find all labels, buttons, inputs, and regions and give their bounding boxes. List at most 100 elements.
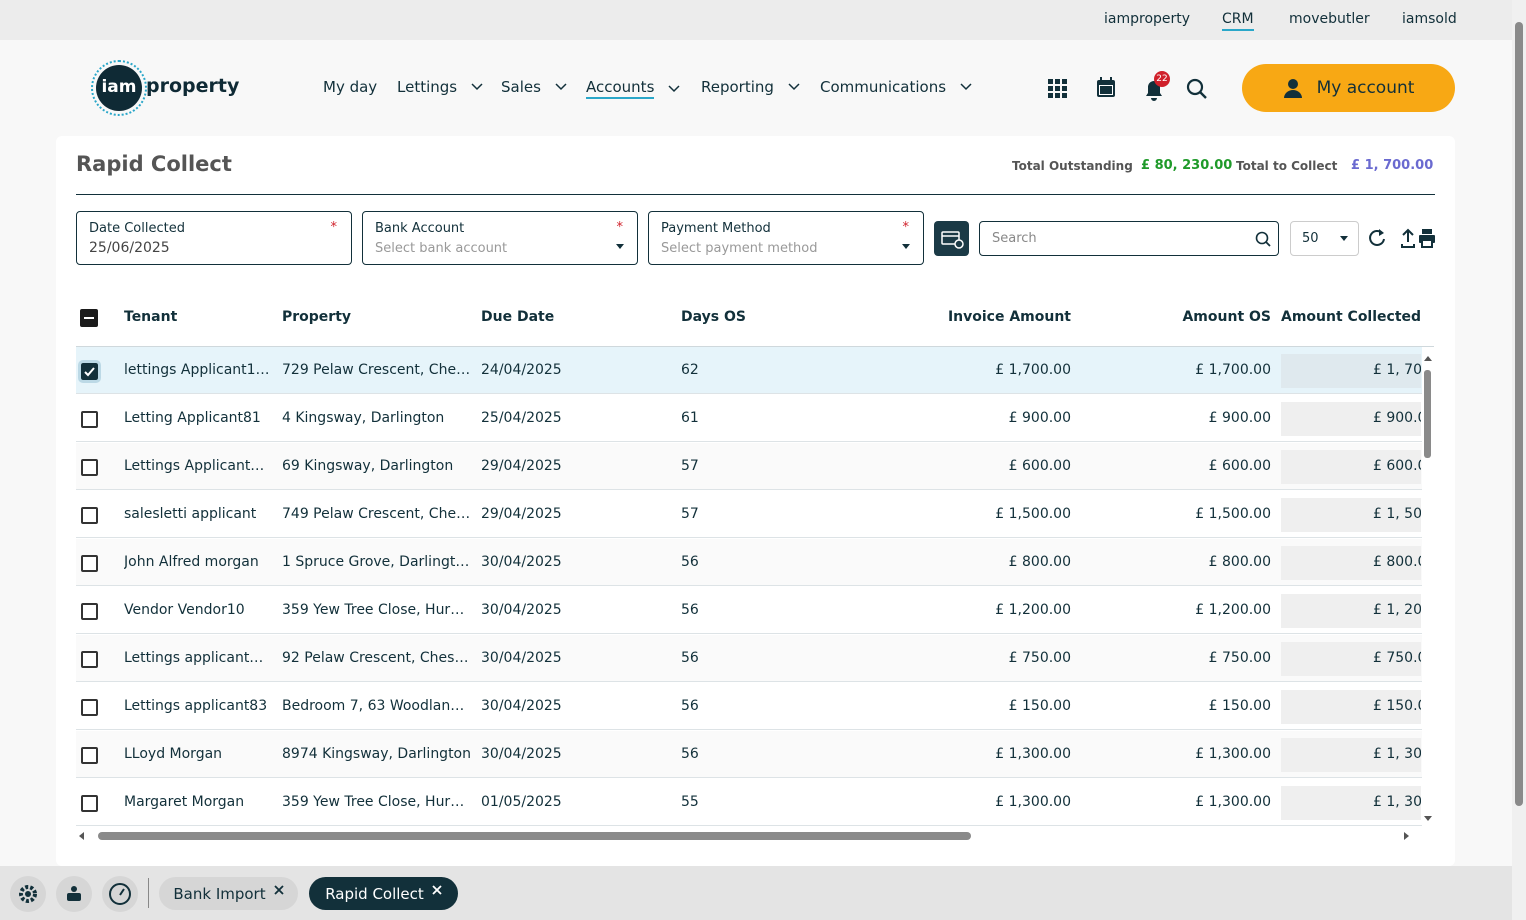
column-header[interactable]: Invoice Amount: [871, 309, 1071, 325]
tab[interactable]: Bank Import: [159, 877, 298, 910]
team-button[interactable]: [56, 876, 92, 912]
amount-input[interactable]: £ 750.00: [1281, 642, 1421, 676]
top-link[interactable]: CRM: [1222, 11, 1254, 31]
page-size-select[interactable]: 50: [1290, 221, 1359, 256]
cell-invoice-amount: £ 600.00: [871, 458, 1071, 474]
dashboard-icon: [102, 876, 138, 912]
tab-close[interactable]: [274, 885, 284, 895]
column-header[interactable]: Property: [282, 309, 472, 325]
top-bar: iamproperty CRM movebutler iamsold: [0, 0, 1512, 40]
row-checkbox[interactable]: [81, 747, 98, 764]
select-all-checkbox[interactable]: [80, 309, 98, 327]
cell-due-date: 30/04/2025: [481, 746, 661, 762]
row-checkbox[interactable]: [81, 555, 98, 572]
vertical-scrollbar[interactable]: [1422, 352, 1434, 826]
refresh-arrow: [1379, 229, 1384, 236]
cell-due-date: 29/04/2025: [481, 458, 661, 474]
column-header[interactable]: Days OS: [681, 309, 831, 325]
chevron: [555, 83, 567, 91]
column-header[interactable]: Tenant: [124, 309, 274, 325]
payment-button[interactable]: [934, 221, 969, 256]
calendar-icon[interactable]: [1097, 77, 1115, 97]
cell-property: Bedroom 7, 63 Woodlan…: [282, 698, 472, 714]
row-checkbox[interactable]: [81, 411, 98, 428]
page-scroll-thumb[interactable]: [1515, 22, 1523, 806]
filter-field[interactable]: Bank Account*Select bank account: [362, 211, 638, 265]
row-checkbox[interactable]: [81, 699, 98, 716]
row-checkbox[interactable]: [81, 603, 98, 620]
amount-input[interactable]: £ 1, 200.00: [1281, 594, 1421, 628]
row-checkbox[interactable]: [81, 363, 98, 380]
nav-item[interactable]: Accounts: [586, 78, 680, 99]
column-header[interactable]: Amount Collected: [1281, 309, 1421, 325]
apps-icon[interactable]: [1048, 79, 1067, 98]
row-checkbox[interactable]: [81, 651, 98, 668]
logo-mark[interactable]: iam: [96, 65, 142, 111]
export-icon[interactable]: [1402, 230, 1414, 247]
cell-due-date: 30/04/2025: [481, 602, 661, 618]
row-checkbox[interactable]: [81, 507, 98, 524]
top-link[interactable]: iamproperty: [1104, 11, 1190, 27]
page-title: Rapid Collect: [76, 152, 232, 176]
settings-button[interactable]: [10, 876, 46, 912]
cell-property: 1 Spruce Grove, Darlingt…: [282, 554, 472, 570]
filter-field[interactable]: Date Collected*25/06/2025: [76, 211, 352, 265]
row-checkbox[interactable]: [81, 459, 98, 476]
top-link[interactable]: movebutler: [1289, 11, 1370, 27]
h-scroll-track: [76, 828, 1434, 844]
nav-item[interactable]: Sales: [501, 78, 567, 96]
top-link[interactable]: iamsold: [1402, 11, 1457, 27]
page-scrollbar[interactable]: [1512, 0, 1526, 920]
filter-placeholder: Select payment method: [661, 241, 817, 256]
cell-property: 92 Pelaw Crescent, Ches…: [282, 650, 472, 666]
v-scroll-arrows: [1422, 352, 1434, 826]
divider: [76, 194, 1435, 195]
nav-item[interactable]: Reporting: [701, 78, 800, 96]
tab-close[interactable]: [432, 885, 442, 895]
total-to-collect: £ 1, 700.00: [1351, 158, 1433, 173]
cell-invoice-amount: £ 750.00: [871, 650, 1071, 666]
cell-property: 749 Pelaw Crescent, Che…: [282, 506, 472, 522]
chevron: [471, 83, 483, 91]
cell-amount-os: £ 1,300.00: [1071, 746, 1271, 762]
amount-input[interactable]: £ 800.00: [1281, 546, 1421, 580]
horizontal-scrollbar[interactable]: [76, 828, 1434, 844]
print-icon[interactable]: [1419, 229, 1435, 247]
cell-amount-os: £ 1,300.00: [1071, 794, 1271, 810]
filter-field[interactable]: Payment Method*Select payment method: [648, 211, 924, 265]
cell-tenant: salesletti applicant: [124, 506, 274, 522]
amount-input[interactable]: £ 150.00: [1281, 690, 1421, 724]
dashboard-button[interactable]: [102, 876, 138, 912]
check-mark: [83, 365, 96, 378]
column-header[interactable]: Due Date: [481, 309, 661, 325]
amount-collected: £ 1, 300.00: [1373, 794, 1421, 810]
amount-input[interactable]: £ 900.00: [1281, 402, 1421, 436]
amount-input[interactable]: £ 1, 300.00: [1281, 786, 1421, 820]
nav-item[interactable]: Lettings: [397, 78, 483, 96]
amount-collected: £ 800.00: [1373, 554, 1421, 570]
filter-label: Date Collected: [89, 221, 185, 236]
tab[interactable]: Rapid Collect: [309, 877, 458, 910]
nav-item[interactable]: Communications: [820, 78, 972, 96]
amount-input[interactable]: £ 1, 500.00: [1281, 498, 1421, 532]
cell-days-os: 56: [681, 746, 831, 762]
amount-input[interactable]: £ 1, 700.00: [1281, 354, 1421, 388]
column-header[interactable]: Amount OS: [1071, 309, 1271, 325]
search-box[interactable]: Search: [979, 221, 1279, 256]
account-button[interactable]: My account: [1242, 64, 1455, 112]
row-checkbox[interactable]: [81, 795, 98, 812]
nav-item[interactable]: My day: [323, 78, 377, 96]
logo-text[interactable]: property: [146, 75, 239, 97]
cell-property: 359 Yew Tree Close, Hur…: [282, 602, 472, 618]
filter-label: Bank Account: [375, 221, 464, 236]
amount-input[interactable]: £ 600.00: [1281, 450, 1421, 484]
nav-label: Lettings: [397, 78, 457, 96]
cell-tenant: LLoyd Morgan: [124, 746, 274, 762]
cell-days-os: 57: [681, 506, 831, 522]
amount-input[interactable]: £ 1, 300.00: [1281, 738, 1421, 772]
search-icon[interactable]: [1188, 80, 1202, 94]
total-outstanding-label: Total Outstanding: [1012, 159, 1133, 173]
chevron: [668, 85, 680, 93]
tab-label: Bank Import: [173, 885, 265, 903]
